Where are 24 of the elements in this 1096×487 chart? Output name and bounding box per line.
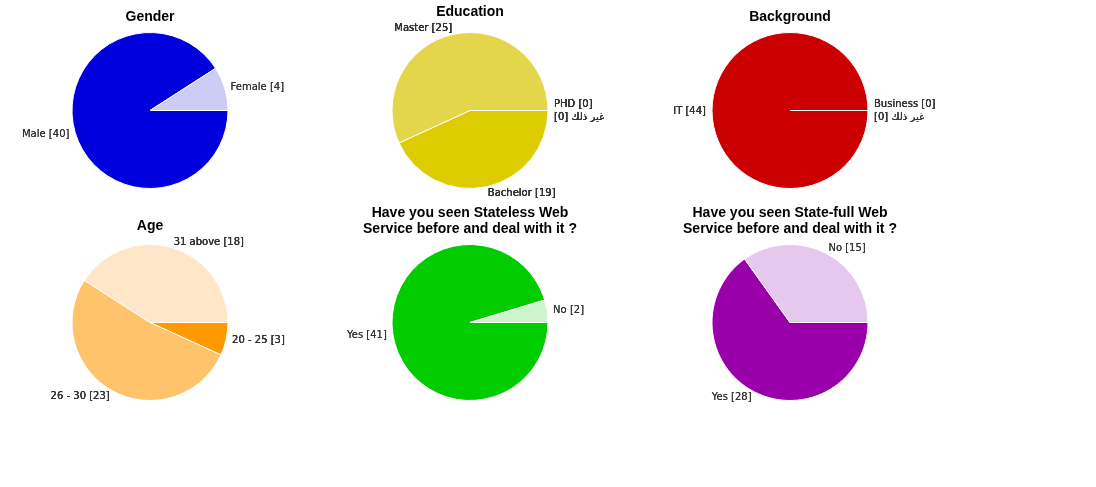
slice-label: 26 - 30 [23] bbox=[50, 390, 110, 402]
slice-label: No [2] bbox=[553, 304, 585, 316]
slice-label: Master [25] bbox=[394, 22, 453, 34]
chart-title: Background bbox=[749, 8, 831, 24]
category-label: غير ذلك [0] bbox=[874, 111, 925, 122]
chart-title: Gender bbox=[125, 8, 176, 24]
slice-label: Female [4] bbox=[230, 80, 285, 92]
slice-label: 31 above [18] bbox=[173, 235, 245, 247]
chart-title: Education bbox=[436, 3, 504, 20]
pie-slice bbox=[391, 244, 549, 401]
slice-label: No [15] bbox=[828, 241, 866, 253]
category-label: Business [0] bbox=[874, 98, 936, 109]
slice-label: IT [44] bbox=[673, 104, 707, 116]
category-label: PHD [0] bbox=[554, 98, 593, 109]
chart-title: Have you seen State-full Web Service before and deal with it ? bbox=[683, 204, 897, 236]
slice-label: Male [40] bbox=[22, 128, 70, 140]
category-label: غير ذلك [0] bbox=[554, 111, 605, 122]
pie-slice bbox=[71, 32, 229, 189]
slice-label: 20 - 25 [3] bbox=[232, 334, 285, 346]
slice-label: Bachelor [19] bbox=[487, 186, 556, 198]
slice-label: Yes [41] bbox=[346, 328, 387, 340]
slice-label: Yes [28] bbox=[710, 391, 752, 403]
chart-title: Age bbox=[136, 216, 164, 233]
chart-title: Have you seen Stateless Web Service before and deal with it ? bbox=[363, 204, 577, 236]
